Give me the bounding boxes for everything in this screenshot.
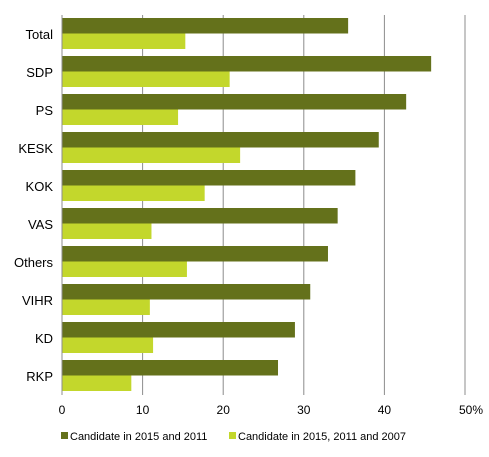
category-label-rkp: RKP [26, 369, 53, 384]
category-label-kd: KD [35, 331, 53, 346]
legend-label-series-2: Candidate in 2015, 2011 and 2007 [238, 431, 406, 443]
bar-sdp-series-1 [62, 56, 432, 72]
bar-kd-series-2 [62, 337, 154, 353]
category-label-vas: VAS [28, 217, 53, 232]
bar-total-series-1 [62, 18, 349, 34]
bar-kesk-series-2 [62, 147, 241, 163]
bar-kok-series-2 [62, 185, 205, 201]
category-label-total: Total [26, 27, 54, 42]
category-label-kesk: KESK [18, 141, 53, 156]
x-tick-label-10: 10 [136, 403, 150, 417]
bar-others-series-1 [62, 246, 328, 262]
bar-vihr-series-1 [62, 284, 311, 300]
category-label-kok: KOK [26, 179, 54, 194]
bar-others-series-2 [62, 261, 187, 277]
x-tick-label-30: 30 [297, 403, 311, 417]
bar-kok-series-1 [62, 170, 356, 186]
x-tick-label-20: 20 [217, 403, 231, 417]
x-tick-label-0: 0 [59, 403, 66, 417]
category-label-ps: PS [36, 103, 54, 118]
category-label-vihr: VIHR [22, 293, 53, 308]
legend-label-series-1: Candidate in 2015 and 2011 [70, 431, 207, 443]
bar-ps-series-2 [62, 109, 179, 125]
bar-rkp-series-2 [62, 375, 132, 391]
x-tick-labels: 0 10 20 30 40 50% [59, 403, 484, 417]
bar-kd-series-1 [62, 322, 295, 338]
bar-ps-series-1 [62, 94, 407, 110]
bar-total-series-2 [62, 33, 186, 49]
x-tick-label-40: 40 [378, 403, 392, 417]
legend-swatch-series-2 [229, 432, 236, 439]
bars [62, 18, 432, 391]
bar-vas-series-2 [62, 223, 152, 239]
bar-vas-series-1 [62, 208, 338, 224]
category-label-sdp: SDP [26, 65, 53, 80]
category-labels: Total SDP PS KESK KOK VAS Others VIHR KD RKP [14, 27, 54, 384]
bar-kesk-series-1 [62, 132, 379, 148]
legend-swatch-series-1 [61, 432, 68, 439]
bar-sdp-series-2 [62, 71, 230, 87]
bar-rkp-series-1 [62, 360, 279, 376]
category-label-others: Others [14, 255, 54, 270]
legend: Candidate in 2015 and 2011 Candidate in … [61, 431, 406, 443]
bar-vihr-series-2 [62, 299, 150, 315]
x-tick-label-50: 50% [459, 403, 483, 417]
